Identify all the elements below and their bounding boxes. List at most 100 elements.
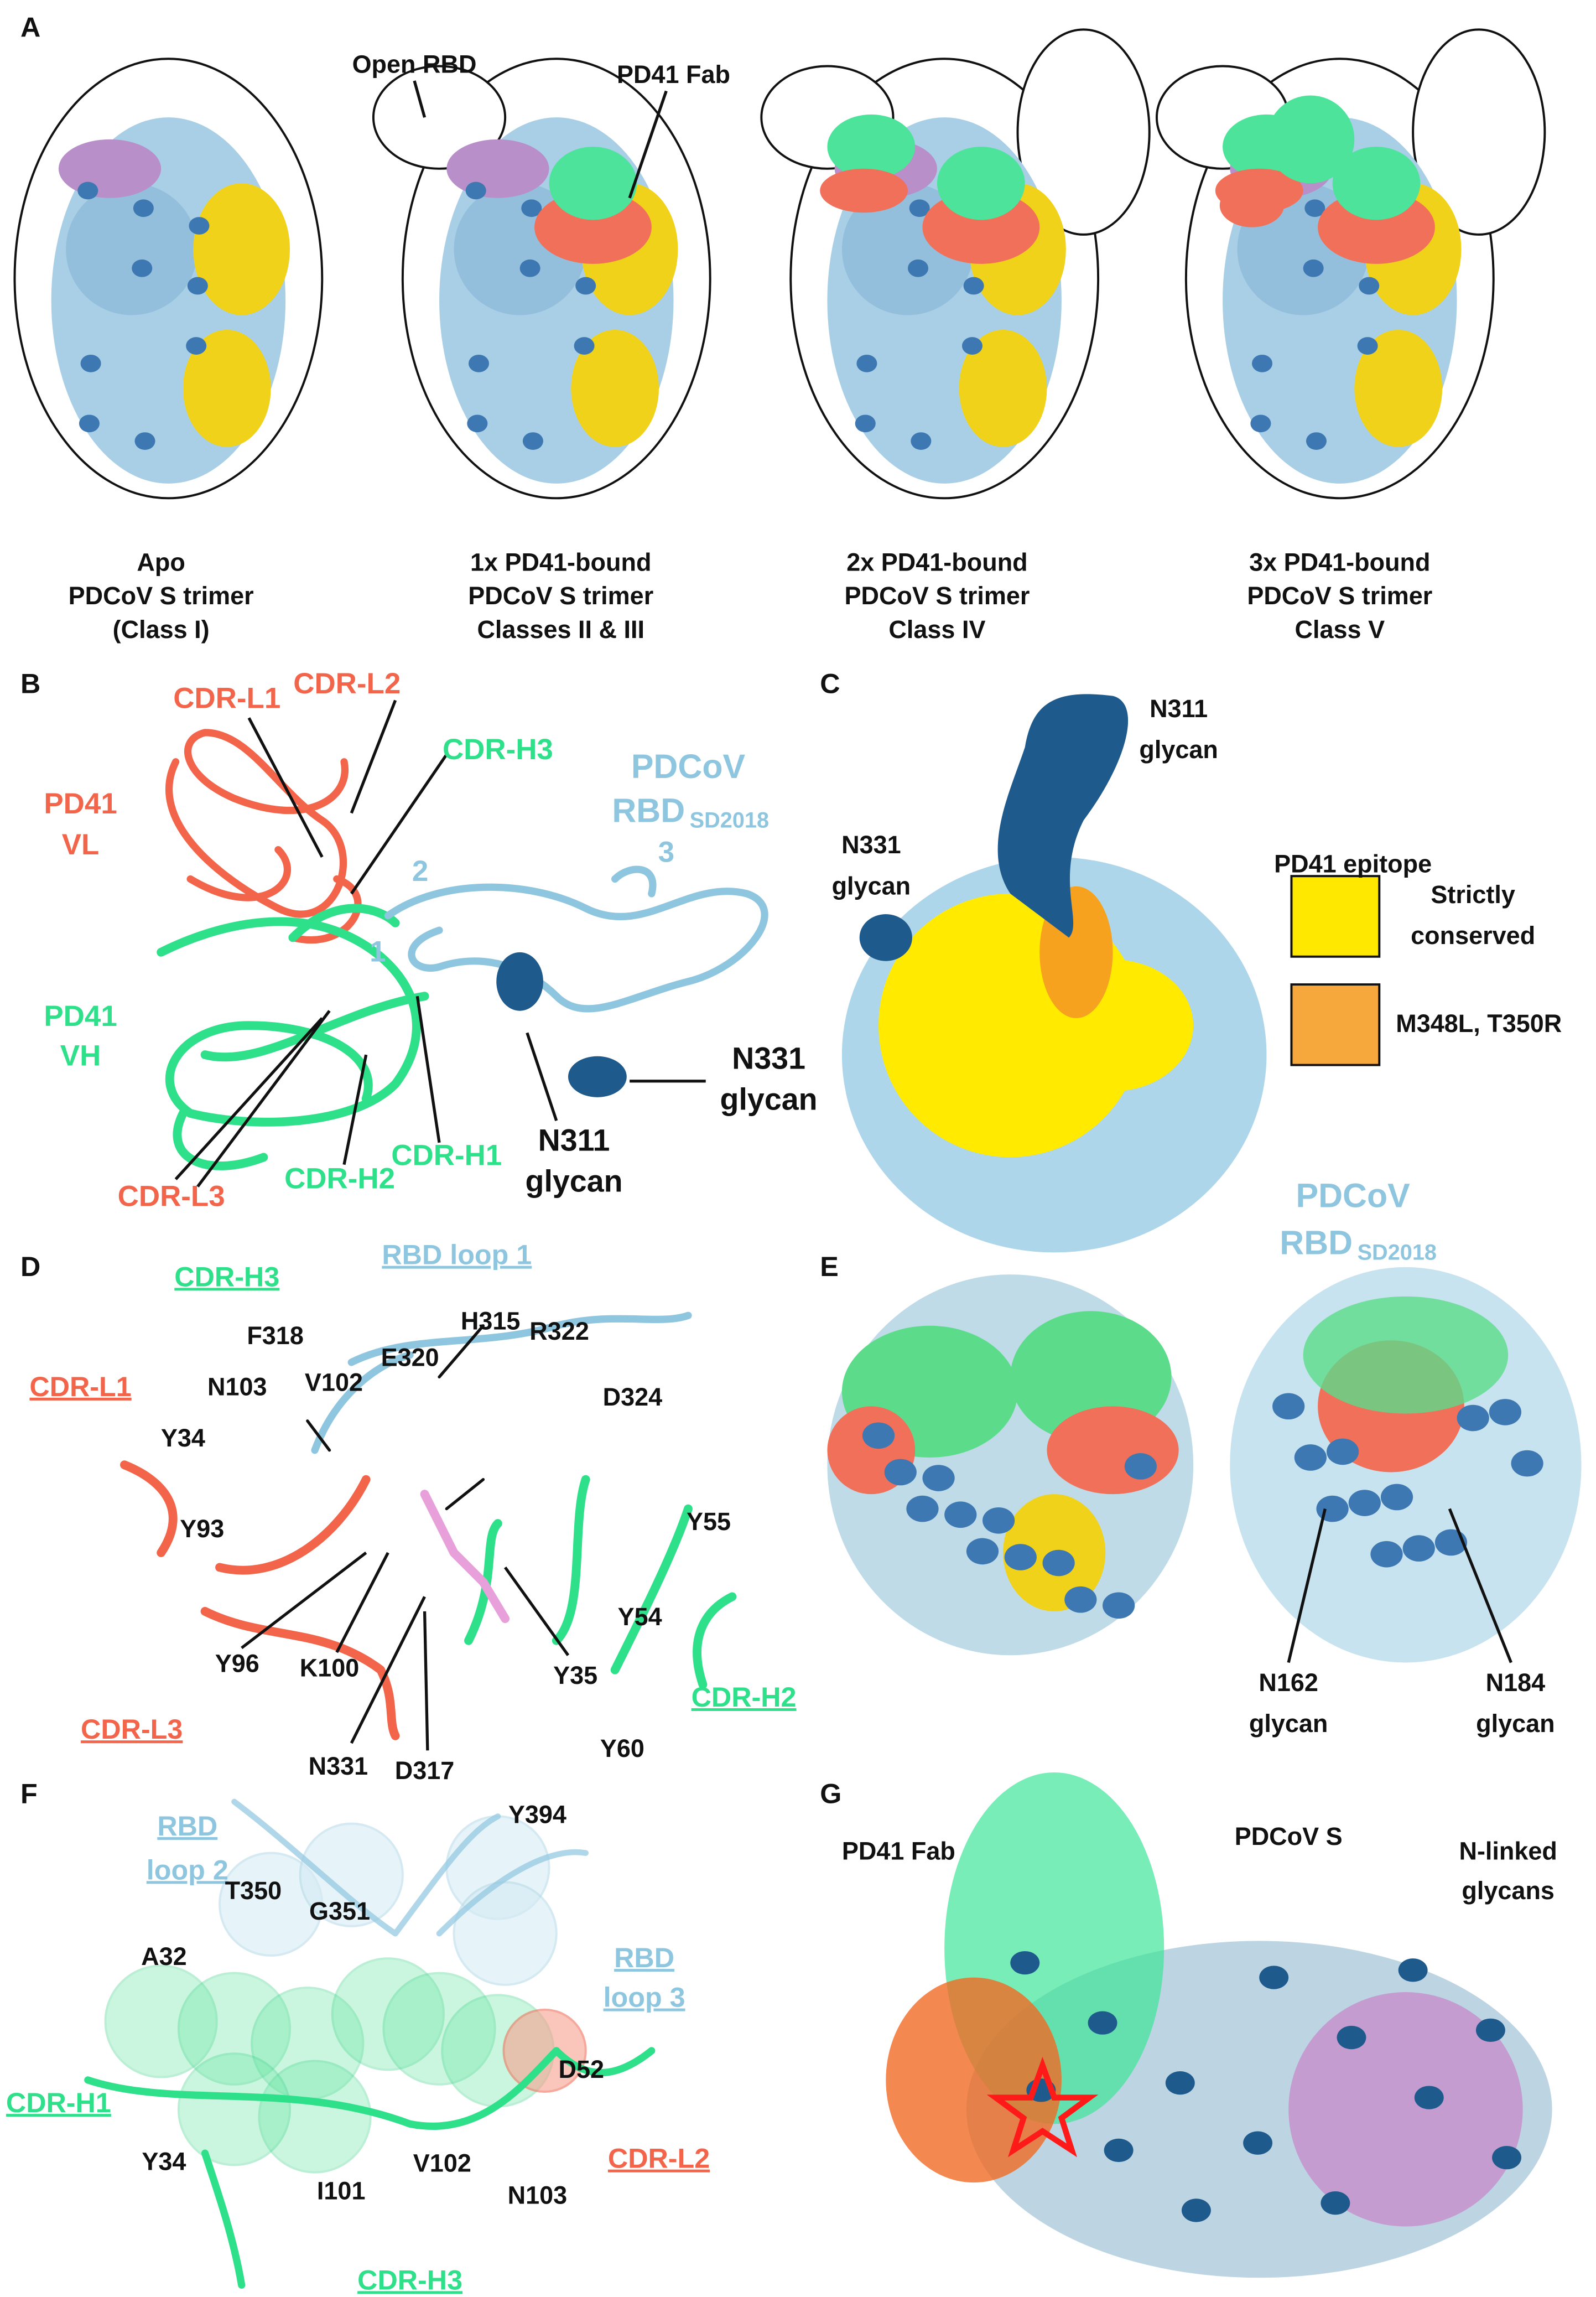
label: PDCoV S trimer	[468, 582, 653, 610]
label: Apo	[137, 548, 185, 576]
blob	[862, 1422, 895, 1449]
blob	[1511, 1450, 1543, 1477]
blob	[961, 337, 982, 355]
legend-swatch	[1290, 875, 1381, 958]
blob	[1259, 1966, 1289, 1989]
blob	[193, 183, 290, 315]
ribbon	[384, 865, 768, 1013]
blob	[1165, 2071, 1195, 2095]
blob	[502, 2008, 587, 2093]
epitope-star	[986, 2056, 1099, 2158]
blob	[1104, 2138, 1134, 2163]
blob	[1457, 1404, 1489, 1432]
blob	[884, 1459, 917, 1486]
legend-label: Strictly	[1431, 880, 1515, 909]
label: F318	[247, 1321, 304, 1350]
blob	[1370, 1541, 1403, 1568]
blob	[77, 182, 98, 200]
blob	[1326, 1438, 1359, 1465]
label: glycans	[1462, 1876, 1555, 1905]
blob	[186, 337, 207, 355]
label: N311	[538, 1123, 610, 1158]
blob	[1294, 1444, 1327, 1471]
label: glycan	[1139, 735, 1218, 764]
label: 3	[658, 836, 674, 868]
label: PD41 Fab	[617, 60, 730, 89]
label: Class V	[1295, 615, 1385, 644]
leader-line	[423, 1611, 429, 1751]
blob	[911, 432, 932, 450]
label: Y34	[161, 1424, 205, 1452]
blob	[1321, 2191, 1350, 2215]
blob	[382, 1972, 496, 2086]
leader-line	[1287, 1508, 1327, 1663]
leader-lines	[174, 80, 1512, 1751]
blob	[827, 114, 916, 179]
blob	[966, 1538, 999, 1565]
labels: A Open RBD PD41 Fab Apo PDCoV S trimer (Class…	[6, 12, 1562, 2296]
blob	[1359, 277, 1380, 295]
blob	[1088, 2011, 1117, 2035]
legend-swatch	[1290, 983, 1381, 1066]
label: R322	[529, 1317, 589, 1345]
blob	[1266, 95, 1355, 184]
blob	[1250, 414, 1271, 433]
label: CDR-H3	[357, 2264, 462, 2295]
blob	[467, 414, 488, 433]
blob	[1357, 337, 1378, 355]
blob	[1354, 329, 1443, 447]
blob	[1475, 2018, 1505, 2042]
leader-line	[335, 1552, 389, 1653]
label: Classes II & III	[477, 615, 644, 644]
leader-line	[174, 1017, 324, 1180]
blob	[1348, 1490, 1381, 1516]
blob	[1414, 2086, 1444, 2109]
label: Y60	[600, 1734, 644, 1762]
blob	[1124, 1453, 1157, 1480]
label: 1	[370, 935, 386, 968]
blob	[1004, 1544, 1037, 1570]
blob	[258, 2060, 372, 2174]
legend-label: conserved	[1411, 921, 1535, 950]
label: PDCoV S trimer	[844, 582, 1030, 610]
label: loop 3	[604, 1982, 685, 2013]
label: (Class I)	[113, 615, 210, 644]
ribbon	[84, 2047, 656, 2289]
label: N331	[309, 1752, 368, 1780]
blob	[1016, 28, 1151, 236]
leader-line	[196, 1010, 331, 1188]
blob	[1316, 1495, 1349, 1522]
leader-line	[628, 90, 668, 199]
label: N103	[207, 1372, 267, 1401]
panel-letter: F	[20, 1778, 38, 1809]
label: PD41 Fab	[842, 1837, 955, 1865]
blob	[574, 337, 595, 355]
blob	[183, 329, 271, 447]
label: N184	[1486, 1668, 1546, 1697]
leader-line	[350, 699, 397, 814]
label: Y34	[142, 2148, 186, 2176]
label: RBD	[614, 1942, 674, 1973]
leader-line	[503, 1566, 570, 1656]
ribbon	[997, 694, 1129, 938]
legend-label: M348L, T350R	[1396, 1009, 1562, 1038]
blob	[521, 199, 542, 217]
label: CDR-H2	[692, 1681, 797, 1713]
label: PDCoV S trimer	[1247, 582, 1432, 610]
leader-line	[350, 1596, 426, 1744]
label: glycan	[720, 1082, 818, 1116]
ribbon	[438, 1324, 485, 1379]
ribbon	[445, 1478, 485, 1511]
blob	[944, 1501, 977, 1528]
structures	[13, 28, 1582, 2289]
label: CDR-L1	[29, 1371, 131, 1402]
blob	[1398, 1958, 1428, 1982]
blob	[177, 2052, 292, 2166]
blob	[820, 168, 908, 213]
ribbon	[420, 1490, 510, 1624]
label: CDR-H3	[443, 733, 553, 766]
blob	[1492, 2145, 1522, 2170]
panel-letter: D	[20, 1251, 40, 1282]
label: RBD loop 1	[382, 1239, 532, 1271]
